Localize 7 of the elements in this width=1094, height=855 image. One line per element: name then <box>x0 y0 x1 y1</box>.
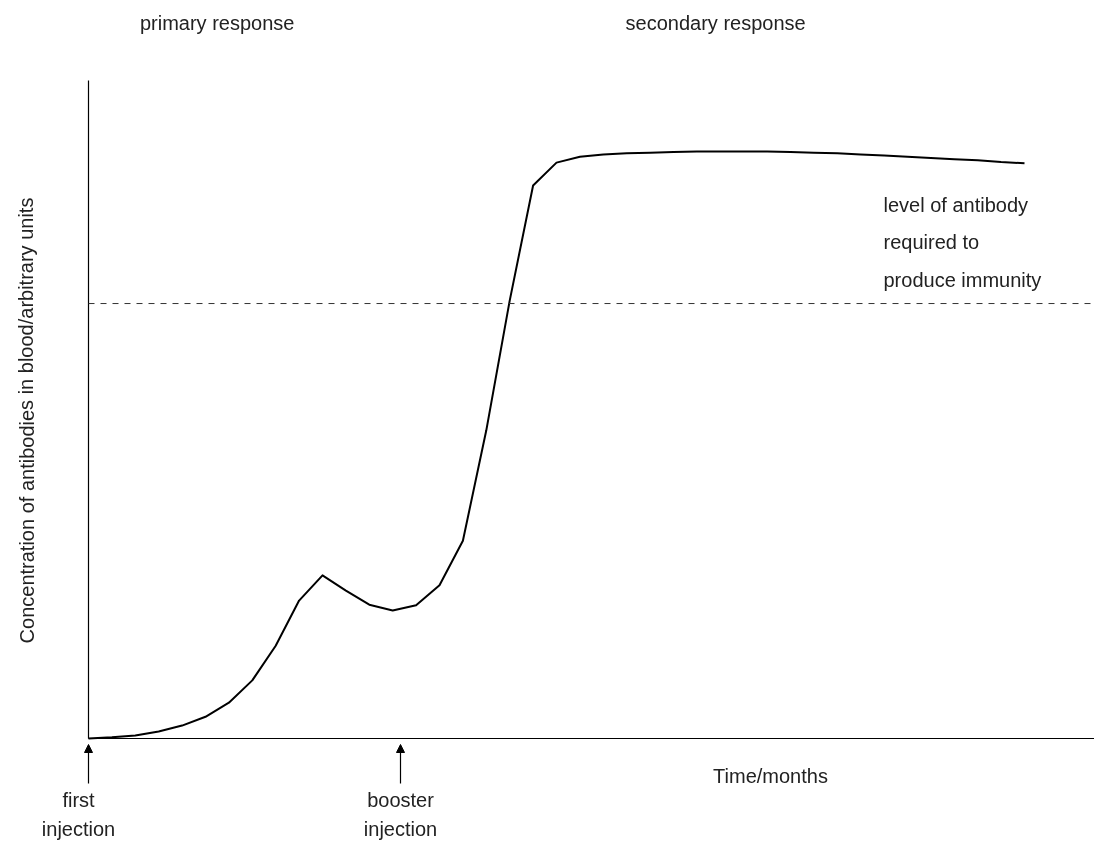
ref-line-label: level of antibody required to produce immunity <box>883 193 1042 291</box>
text: primary response <box>139 11 295 34</box>
y-axis-title: Concentration of antibodies in blood/arbitrary units <box>15 197 38 644</box>
text: secondary response <box>625 11 806 34</box>
text: booster injection <box>363 788 438 841</box>
x-axis-title: Time/months <box>713 764 828 787</box>
text: first injection <box>41 788 116 841</box>
